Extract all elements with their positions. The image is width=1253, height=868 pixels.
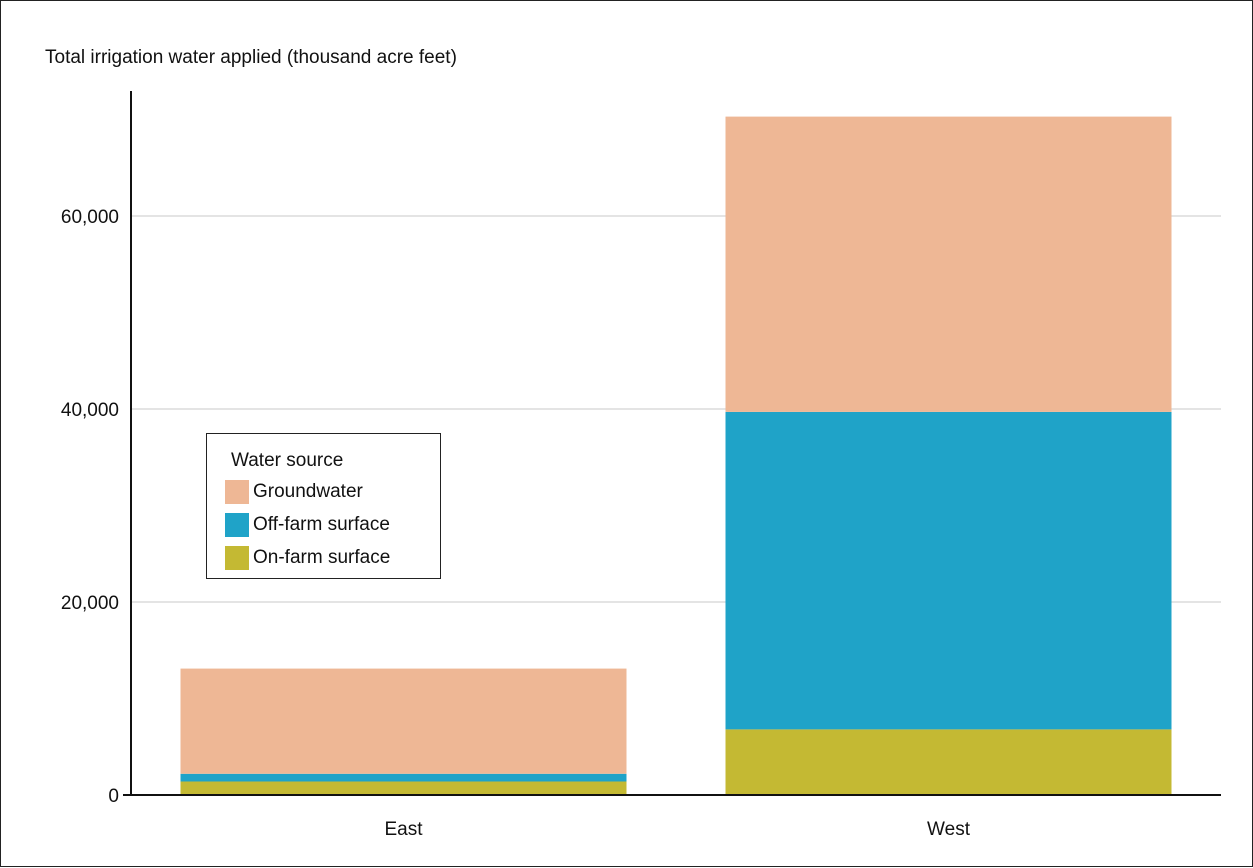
legend-label-on-farm-surface: On-farm surface bbox=[253, 547, 391, 568]
y-tick-label: 20,000 bbox=[61, 593, 119, 614]
bar-east-on-farm-surface bbox=[180, 781, 627, 795]
x-tick-label: East bbox=[384, 819, 423, 840]
y-tick-label: 40,000 bbox=[61, 400, 119, 421]
y-tick-label: 60,000 bbox=[61, 207, 119, 228]
y-axis-title: Total irrigation water applied (thousand… bbox=[45, 47, 457, 68]
legend-label-off-farm-surface: Off-farm surface bbox=[253, 514, 390, 535]
legend-item-off-farm-surface: Off-farm surface bbox=[225, 513, 390, 537]
legend-title: Water source bbox=[231, 450, 344, 471]
bar-west-on-farm-surface bbox=[725, 729, 1172, 795]
y-tick-label: 0 bbox=[108, 786, 119, 807]
x-tick-label: West bbox=[927, 819, 971, 840]
bar-east-off-farm-surface bbox=[180, 773, 627, 782]
bar-east-groundwater bbox=[180, 668, 627, 774]
legend-swatch-on-farm-surface bbox=[225, 546, 249, 570]
legend: Water source Groundwater Off-farm surfac… bbox=[206, 433, 441, 579]
legend-label-groundwater: Groundwater bbox=[253, 481, 363, 502]
legend-item-on-farm-surface: On-farm surface bbox=[225, 546, 390, 570]
bar-west-off-farm-surface bbox=[725, 411, 1172, 730]
legend-swatch-off-farm-surface bbox=[225, 513, 249, 537]
bar-west-groundwater bbox=[725, 116, 1172, 412]
legend-swatch-groundwater bbox=[225, 480, 249, 504]
legend-item-groundwater: Groundwater bbox=[225, 480, 363, 504]
